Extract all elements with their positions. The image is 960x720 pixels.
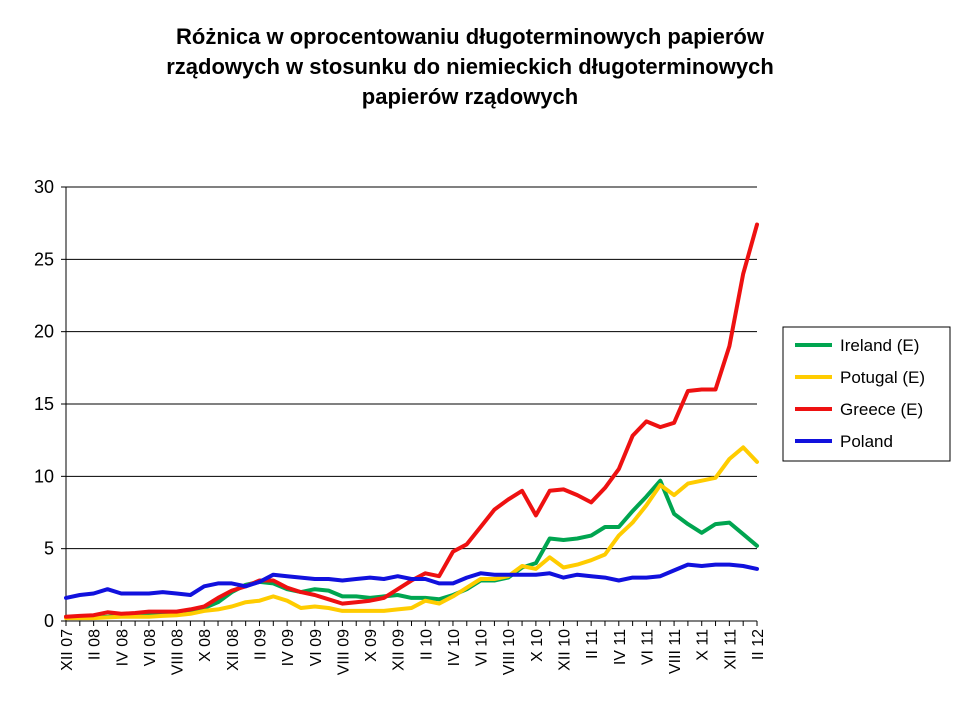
x-tick-label: XII 11 [722,629,739,670]
x-tick-label: VIII 10 [501,629,518,675]
x-axis-ticks: XII 07 II 08 IV 08 VI 08 VIII 08 X 08 XII 08 II… [59,621,767,675]
x-tick-label: X 09 [363,629,380,662]
x-tick-label: IV 10 [446,629,463,666]
y-tick-label-10: 10 [34,466,54,486]
grid-lines [66,186,757,550]
series-line-potugal-e [64,445,759,621]
series-line-ireland-e [64,478,759,621]
x-tick-label: VIII 09 [335,629,352,675]
y-axis-ticks: 0 5 10 15 20 25 30 [34,177,66,631]
series-lines [64,222,759,621]
legend-label-greece-e: Greece (E) [840,400,923,419]
x-tick-label: XII 07 [59,629,76,671]
x-tick-label: XII 08 [225,629,242,671]
x-tick-label: II 08 [87,629,104,660]
legend-box [782,326,951,462]
x-tick-label: X 10 [529,629,546,662]
x-tick-label: VIII 11 [667,629,684,674]
x-tick-label: II 11 [584,629,601,659]
y-tick-label-15: 15 [34,394,54,414]
x-tick-label: IV 09 [280,629,297,666]
y-tick-label-25: 25 [34,249,54,269]
x-tick-label: VI 10 [474,629,491,666]
y-tick-label-20: 20 [34,322,54,342]
chart-title-line-1: Różnica w oprocentowaniu długoterminowyc… [176,24,764,49]
series-line-greece-e [64,222,759,619]
y-tick-label-5: 5 [44,539,54,559]
x-tick-label: XII 09 [391,629,408,671]
legend-label-potugal-e: Potugal (E) [840,368,925,387]
legend-label-poland: Poland [840,432,893,451]
x-tick-label: IV 08 [114,629,131,666]
x-tick-label: X 08 [197,629,214,662]
x-tick-label: VI 09 [308,629,325,666]
x-tick-label: VI 08 [142,629,159,666]
y-tick-label-30: 30 [34,177,54,197]
x-tick-label: VIII 08 [170,629,187,675]
y-tick-label-0: 0 [44,611,54,631]
legend: Ireland (E) Potugal (E) Greece (E) Poland [782,326,951,462]
chart-title-line-2: rządowych w stosunku do niemieckich dług… [166,54,774,79]
x-tick-label: X 11 [695,629,712,661]
x-tick-label: IV 11 [612,629,629,665]
x-tick-label: II 10 [418,629,435,660]
x-tick-label: II 12 [750,629,767,660]
legend-label-ireland-e: Ireland (E) [840,336,919,355]
chart-title-line-3: papierów rządowych [361,84,579,109]
x-tick-label: VI 11 [639,629,656,665]
x-tick-label: XII 10 [557,629,574,671]
x-tick-label: II 09 [252,629,269,660]
series-line-poland [64,562,759,600]
chart-title: Różnica w oprocentowaniu długoterminowyc… [100,22,840,112]
